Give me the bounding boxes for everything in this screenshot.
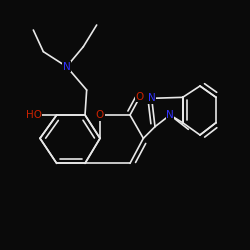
Text: O: O xyxy=(136,92,144,102)
Text: N: N xyxy=(166,110,174,120)
Text: N: N xyxy=(63,62,70,72)
Text: HO: HO xyxy=(26,110,42,120)
Text: N: N xyxy=(148,93,156,103)
Text: O: O xyxy=(96,110,104,120)
